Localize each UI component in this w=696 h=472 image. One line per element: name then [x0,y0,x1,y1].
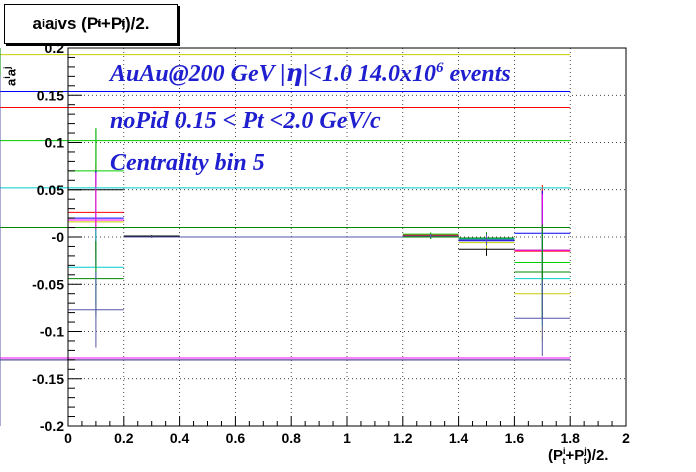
x-tick-label: 0.6 [226,430,246,446]
data-marks [0,48,571,426]
x-tick-label: 1.4 [449,430,469,446]
y-tick-label: 0.15 [37,87,64,103]
x-tick-label: 1 [343,430,351,446]
x-tick-label: 1.6 [505,430,525,446]
y-tick-label: 0.2 [45,40,65,56]
y-tick-label: 0.05 [37,182,64,198]
x-tick-label: 1.8 [560,430,580,446]
annotation-cuts: noPid 0.15 < Pt <2.0 GeV/c [110,108,381,134]
y-tick-label: -0.15 [32,371,64,387]
y-tick-label: -0.05 [32,276,64,292]
x-tick-label: 0.2 [114,430,134,446]
x-tick-label: 1.2 [393,430,413,446]
x-tick-label: 0 [64,430,72,446]
annotation-centrality: Centrality bin 5 [110,150,265,176]
y-tick-label: -0.1 [40,324,64,340]
annotation-dataset: AuAu@200 GeV |η|<1.0 14.0x106 events [110,58,511,87]
x-tick-label: 0.8 [281,430,301,446]
y-tick-label: -0.2 [40,418,64,434]
tick-labels: 0 0.2 0.4 0.6 0.8 1 1.2 1.4 1.6 1.8 2 -0.2 -0.15 -0.1… [32,40,630,446]
x-axis-label: (Pit+Pjt)/2. [548,446,609,466]
y-tick-label: -0 [52,229,65,245]
y-axis-label: aiaj [2,66,19,87]
x-tick-label: 0.4 [170,430,190,446]
x-tick-label: 2 [622,430,630,446]
y-tick-label: 0.1 [45,135,65,151]
axis-ticks [67,47,627,427]
